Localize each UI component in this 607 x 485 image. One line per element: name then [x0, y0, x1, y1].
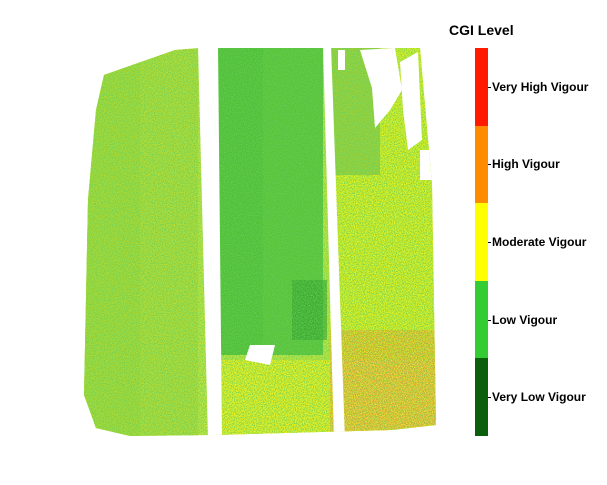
legend-label: Moderate Vigour: [492, 235, 587, 249]
field-area: [84, 48, 436, 436]
legend-label: High Vigour: [492, 157, 560, 172]
legend-swatch: [475, 48, 488, 126]
legend-swatch: [475, 358, 488, 436]
legend-tick: [488, 86, 491, 88]
legend-tick: [488, 242, 491, 243]
legend-swatch: [475, 125, 488, 204]
legend-swatch: [475, 203, 488, 281]
legend-label: Very Low Vigour: [492, 390, 586, 405]
legend-tick: [488, 319, 491, 321]
legend-title: CGI Level: [449, 22, 514, 38]
legend-label: Low Vigour: [492, 312, 558, 327]
legend-swatch: [475, 280, 488, 359]
legend-tick: [488, 397, 491, 399]
legend-color-bar: [475, 48, 488, 436]
legend-tick: [488, 164, 491, 166]
legend-label: Very High Vigour: [492, 79, 589, 94]
